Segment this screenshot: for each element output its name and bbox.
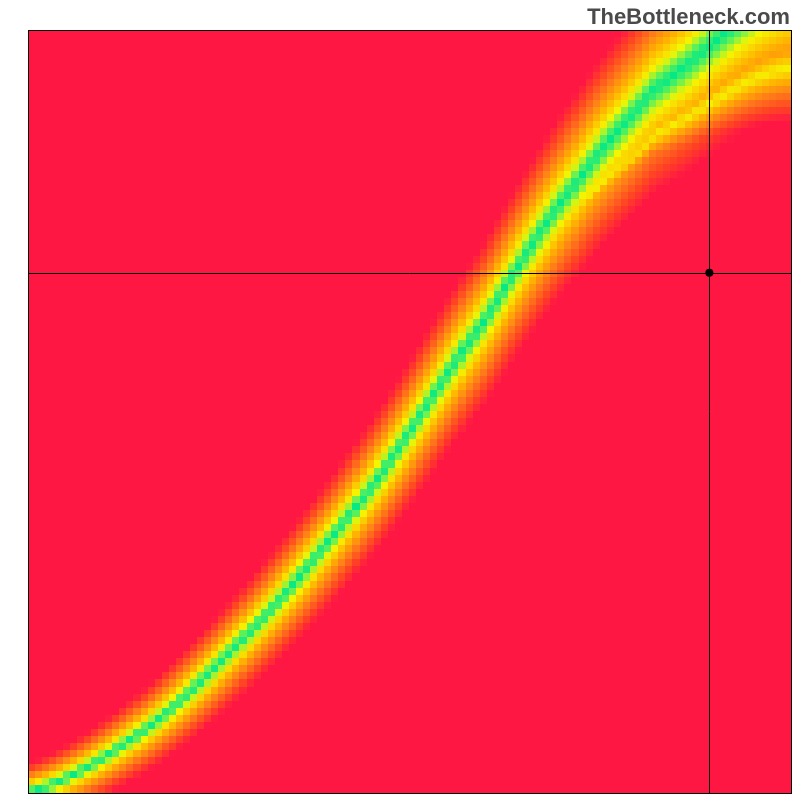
- watermark-text: TheBottleneck.com: [587, 4, 790, 30]
- bottleneck-heatmap: [0, 0, 800, 800]
- chart-container: TheBottleneck.com: [0, 0, 800, 800]
